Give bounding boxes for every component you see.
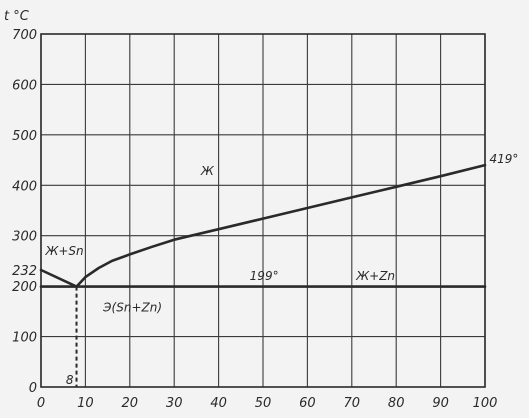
y-tick-label: 300: [12, 230, 37, 245]
x-tick-label: 70: [344, 396, 361, 411]
x-tick-label: 100: [473, 396, 498, 411]
x-tick-label: 30: [166, 396, 183, 411]
region-label: Э(Sn+Zn): [102, 300, 162, 314]
region-label: Ж+Sn: [44, 244, 83, 258]
x-tick-label: 10: [77, 396, 94, 411]
region-label: Ж+Zn: [355, 269, 395, 283]
y-tick-label-tin-melting: 232: [12, 264, 37, 279]
x-tick-label: 60: [299, 396, 316, 411]
y-axis-title: t °C: [4, 9, 30, 24]
y-tick-label: 200: [12, 280, 37, 295]
phase-lines: [39, 163, 487, 387]
tick-labels: 0 10 20 30 40 50 60 70 80 90 100 0 100 200 300 400 500 60…: [12, 28, 497, 411]
region-label: 419°: [489, 152, 518, 166]
x-tick-label: 50: [255, 396, 272, 411]
grid: [40, 33, 486, 388]
y-tick-label: 700: [12, 28, 37, 43]
region-label: Ж: [200, 164, 215, 178]
x-tick-label: 0: [37, 396, 45, 411]
y-tick-label: 100: [12, 331, 37, 346]
y-tick-label: 0: [29, 381, 37, 396]
liquidus-zn-line: [75, 163, 487, 288]
y-tick-label: 600: [12, 78, 37, 93]
y-tick-label: 400: [12, 179, 37, 194]
liquidus-sn-line: [39, 268, 78, 288]
x-tick-label: 90: [432, 396, 449, 411]
region-label: 199°: [250, 269, 279, 283]
x-tick-label: 40: [210, 396, 227, 411]
plot-frame: [40, 33, 486, 388]
y-tick-label: 500: [12, 129, 37, 144]
eutectic-composition-label: 8: [66, 373, 74, 387]
x-tick-label: 80: [388, 396, 405, 411]
x-tick-label: 20: [122, 396, 139, 411]
region-labels: 8 Ж Ж+Sn 199° Ж+Zn Э(Sn+Zn) 419°: [44, 152, 518, 387]
